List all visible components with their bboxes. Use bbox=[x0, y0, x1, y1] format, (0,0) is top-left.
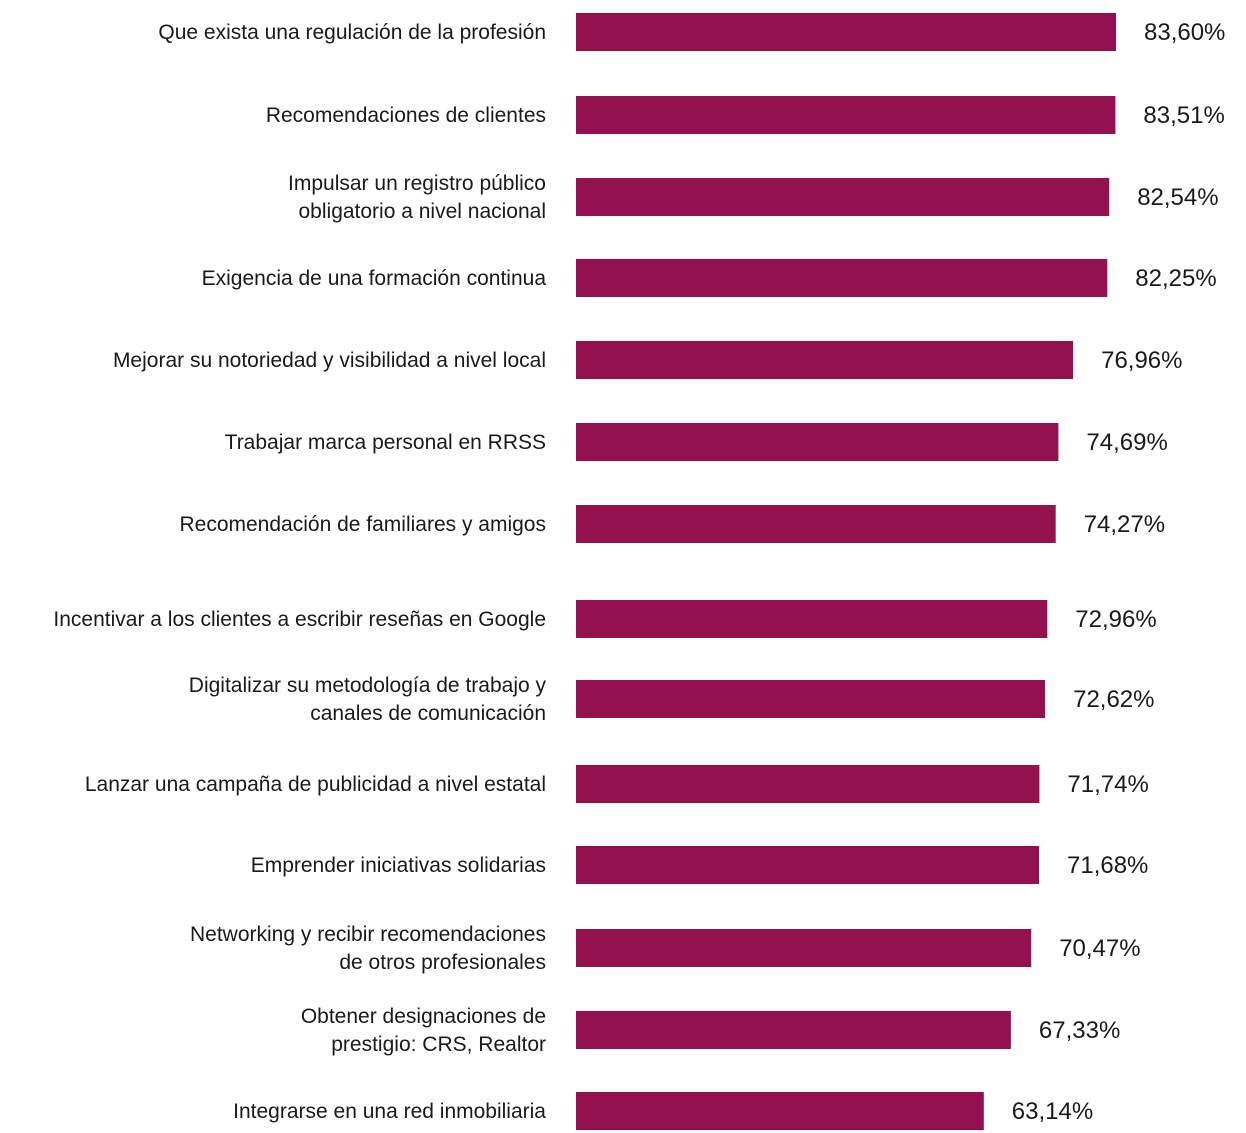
bar bbox=[576, 178, 1110, 216]
bar bbox=[576, 1092, 984, 1130]
data-label: 67,33% bbox=[1039, 1017, 1120, 1044]
category-label: Exigencia de una formación continua bbox=[202, 267, 547, 290]
data-label: 74,27% bbox=[1084, 511, 1165, 538]
category-label: prestigio: CRS, Realtor bbox=[331, 1033, 546, 1056]
category-label: Incentivar a los clientes a escribir res… bbox=[53, 608, 546, 631]
category-label: Mejorar su notoriedad y visibilidad a ni… bbox=[113, 349, 546, 372]
bars-group bbox=[576, 13, 1116, 1130]
category-label: Recomendaciones de clientes bbox=[266, 104, 546, 127]
category-label: canales de comunicación bbox=[310, 702, 546, 725]
bar bbox=[576, 929, 1032, 967]
bar bbox=[576, 765, 1040, 803]
category-label: de otros profesionales bbox=[339, 951, 546, 974]
bar bbox=[576, 96, 1116, 134]
bar bbox=[576, 341, 1074, 379]
category-label: Emprender iniciativas solidarias bbox=[251, 854, 546, 877]
data-label: 83,51% bbox=[1143, 102, 1224, 129]
bar bbox=[576, 423, 1059, 461]
category-label: Recomendación de familiares y amigos bbox=[179, 513, 546, 536]
category-label: Lanzar una campaña de publicidad a nivel… bbox=[85, 773, 546, 796]
category-label: Que exista una regulación de la profesió… bbox=[158, 21, 546, 44]
bar bbox=[576, 600, 1048, 638]
data-label: 82,54% bbox=[1137, 184, 1218, 211]
bar bbox=[576, 13, 1116, 51]
data-label: 72,62% bbox=[1073, 686, 1154, 713]
data-label: 74,69% bbox=[1086, 429, 1167, 456]
category-label: Trabajar marca personal en RRSS bbox=[225, 431, 546, 454]
bar bbox=[576, 259, 1108, 297]
data-label: 70,47% bbox=[1059, 935, 1140, 962]
category-label: Obtener designaciones de bbox=[301, 1005, 546, 1028]
bar bbox=[576, 846, 1039, 884]
category-label: Digitalizar su metodología de trabajo y bbox=[189, 674, 547, 697]
bar bbox=[576, 505, 1056, 543]
category-labels-group: Que exista una regulación de la profesió… bbox=[53, 21, 546, 1123]
value-labels-group: 83,60% 83,51% 82,54% 82,25% 76,96% 74,69% 74,2… bbox=[1012, 19, 1226, 1125]
category-label: Networking y recibir recomendaciones bbox=[190, 923, 546, 946]
data-label: 71,68% bbox=[1067, 852, 1148, 879]
bar bbox=[576, 1011, 1011, 1049]
data-label: 76,96% bbox=[1101, 347, 1182, 374]
data-label: 83,60% bbox=[1144, 19, 1225, 46]
category-label: obligatorio a nivel nacional bbox=[299, 200, 547, 223]
data-label: 63,14% bbox=[1012, 1098, 1093, 1125]
bar bbox=[576, 680, 1046, 718]
data-label: 82,25% bbox=[1135, 265, 1216, 292]
data-label: 71,74% bbox=[1067, 771, 1148, 798]
category-label: Integrarse en una red inmobiliaria bbox=[233, 1100, 546, 1123]
data-label: 72,96% bbox=[1075, 606, 1156, 633]
category-label: Impulsar un registro público bbox=[288, 172, 546, 195]
